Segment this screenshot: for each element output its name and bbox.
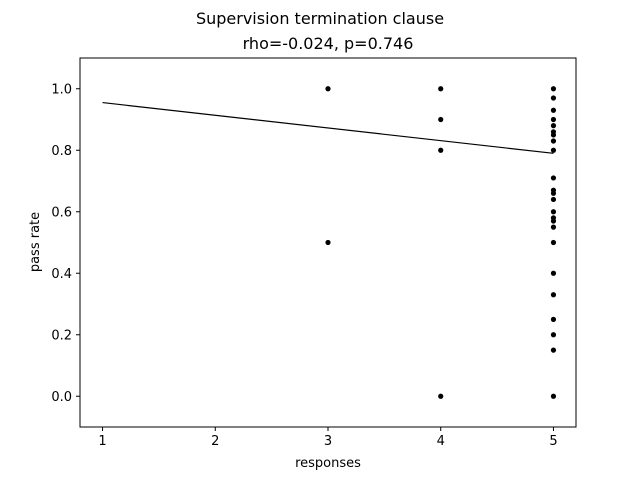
y-tick-label: 1.0: [51, 82, 72, 97]
y-tick-label: 0.6: [51, 205, 72, 220]
plot-area: 1 2 3 4 5 0.0 0.2 0.4 0.6 0.8 1.0: [51, 57, 577, 449]
y-tick-label: 0.0: [51, 390, 72, 405]
x-tick-label: 3: [324, 434, 332, 449]
data-point: [438, 393, 444, 399]
x-tick-label: 1: [98, 434, 106, 449]
data-point: [550, 239, 557, 246]
data-point: [550, 123, 557, 129]
data-point: [550, 393, 557, 399]
x-tick-label: 2: [211, 434, 219, 449]
data-point: [550, 95, 557, 101]
data-point: [550, 209, 557, 215]
chart-subtitle: rho=-0.024, p=0.746: [243, 34, 414, 53]
data-point: [550, 116, 557, 123]
data-point: [438, 86, 444, 92]
data-point: [550, 132, 557, 138]
data-point: [550, 316, 557, 322]
data-point: [550, 196, 557, 203]
y-tick-label: 0.2: [51, 328, 72, 343]
data-point: [438, 147, 444, 153]
data-point: [550, 190, 557, 196]
data-point: [550, 292, 557, 298]
y-tick-label: 0.4: [51, 267, 72, 282]
data-point: [325, 239, 331, 246]
data-point: [550, 218, 557, 224]
data-point: [550, 147, 557, 153]
data-point: [550, 138, 557, 144]
x-axis-label: responses: [295, 456, 361, 471]
data-point: [325, 86, 331, 92]
x-tick-label: 5: [549, 434, 557, 449]
y-tick-label: 0.8: [51, 144, 72, 159]
x-tick-label: 4: [437, 434, 445, 449]
data-point: [550, 224, 557, 230]
data-point: [550, 107, 557, 113]
data-point: [550, 86, 557, 92]
chart-title: Supervision termination clause: [196, 9, 444, 28]
data-point: [550, 175, 557, 181]
data-point: [438, 116, 444, 123]
data-point: [550, 347, 557, 353]
data-point: [550, 270, 557, 276]
y-axis-label: pass rate: [28, 212, 43, 272]
data-point: [550, 332, 557, 338]
regression-line: [102, 101, 554, 154]
